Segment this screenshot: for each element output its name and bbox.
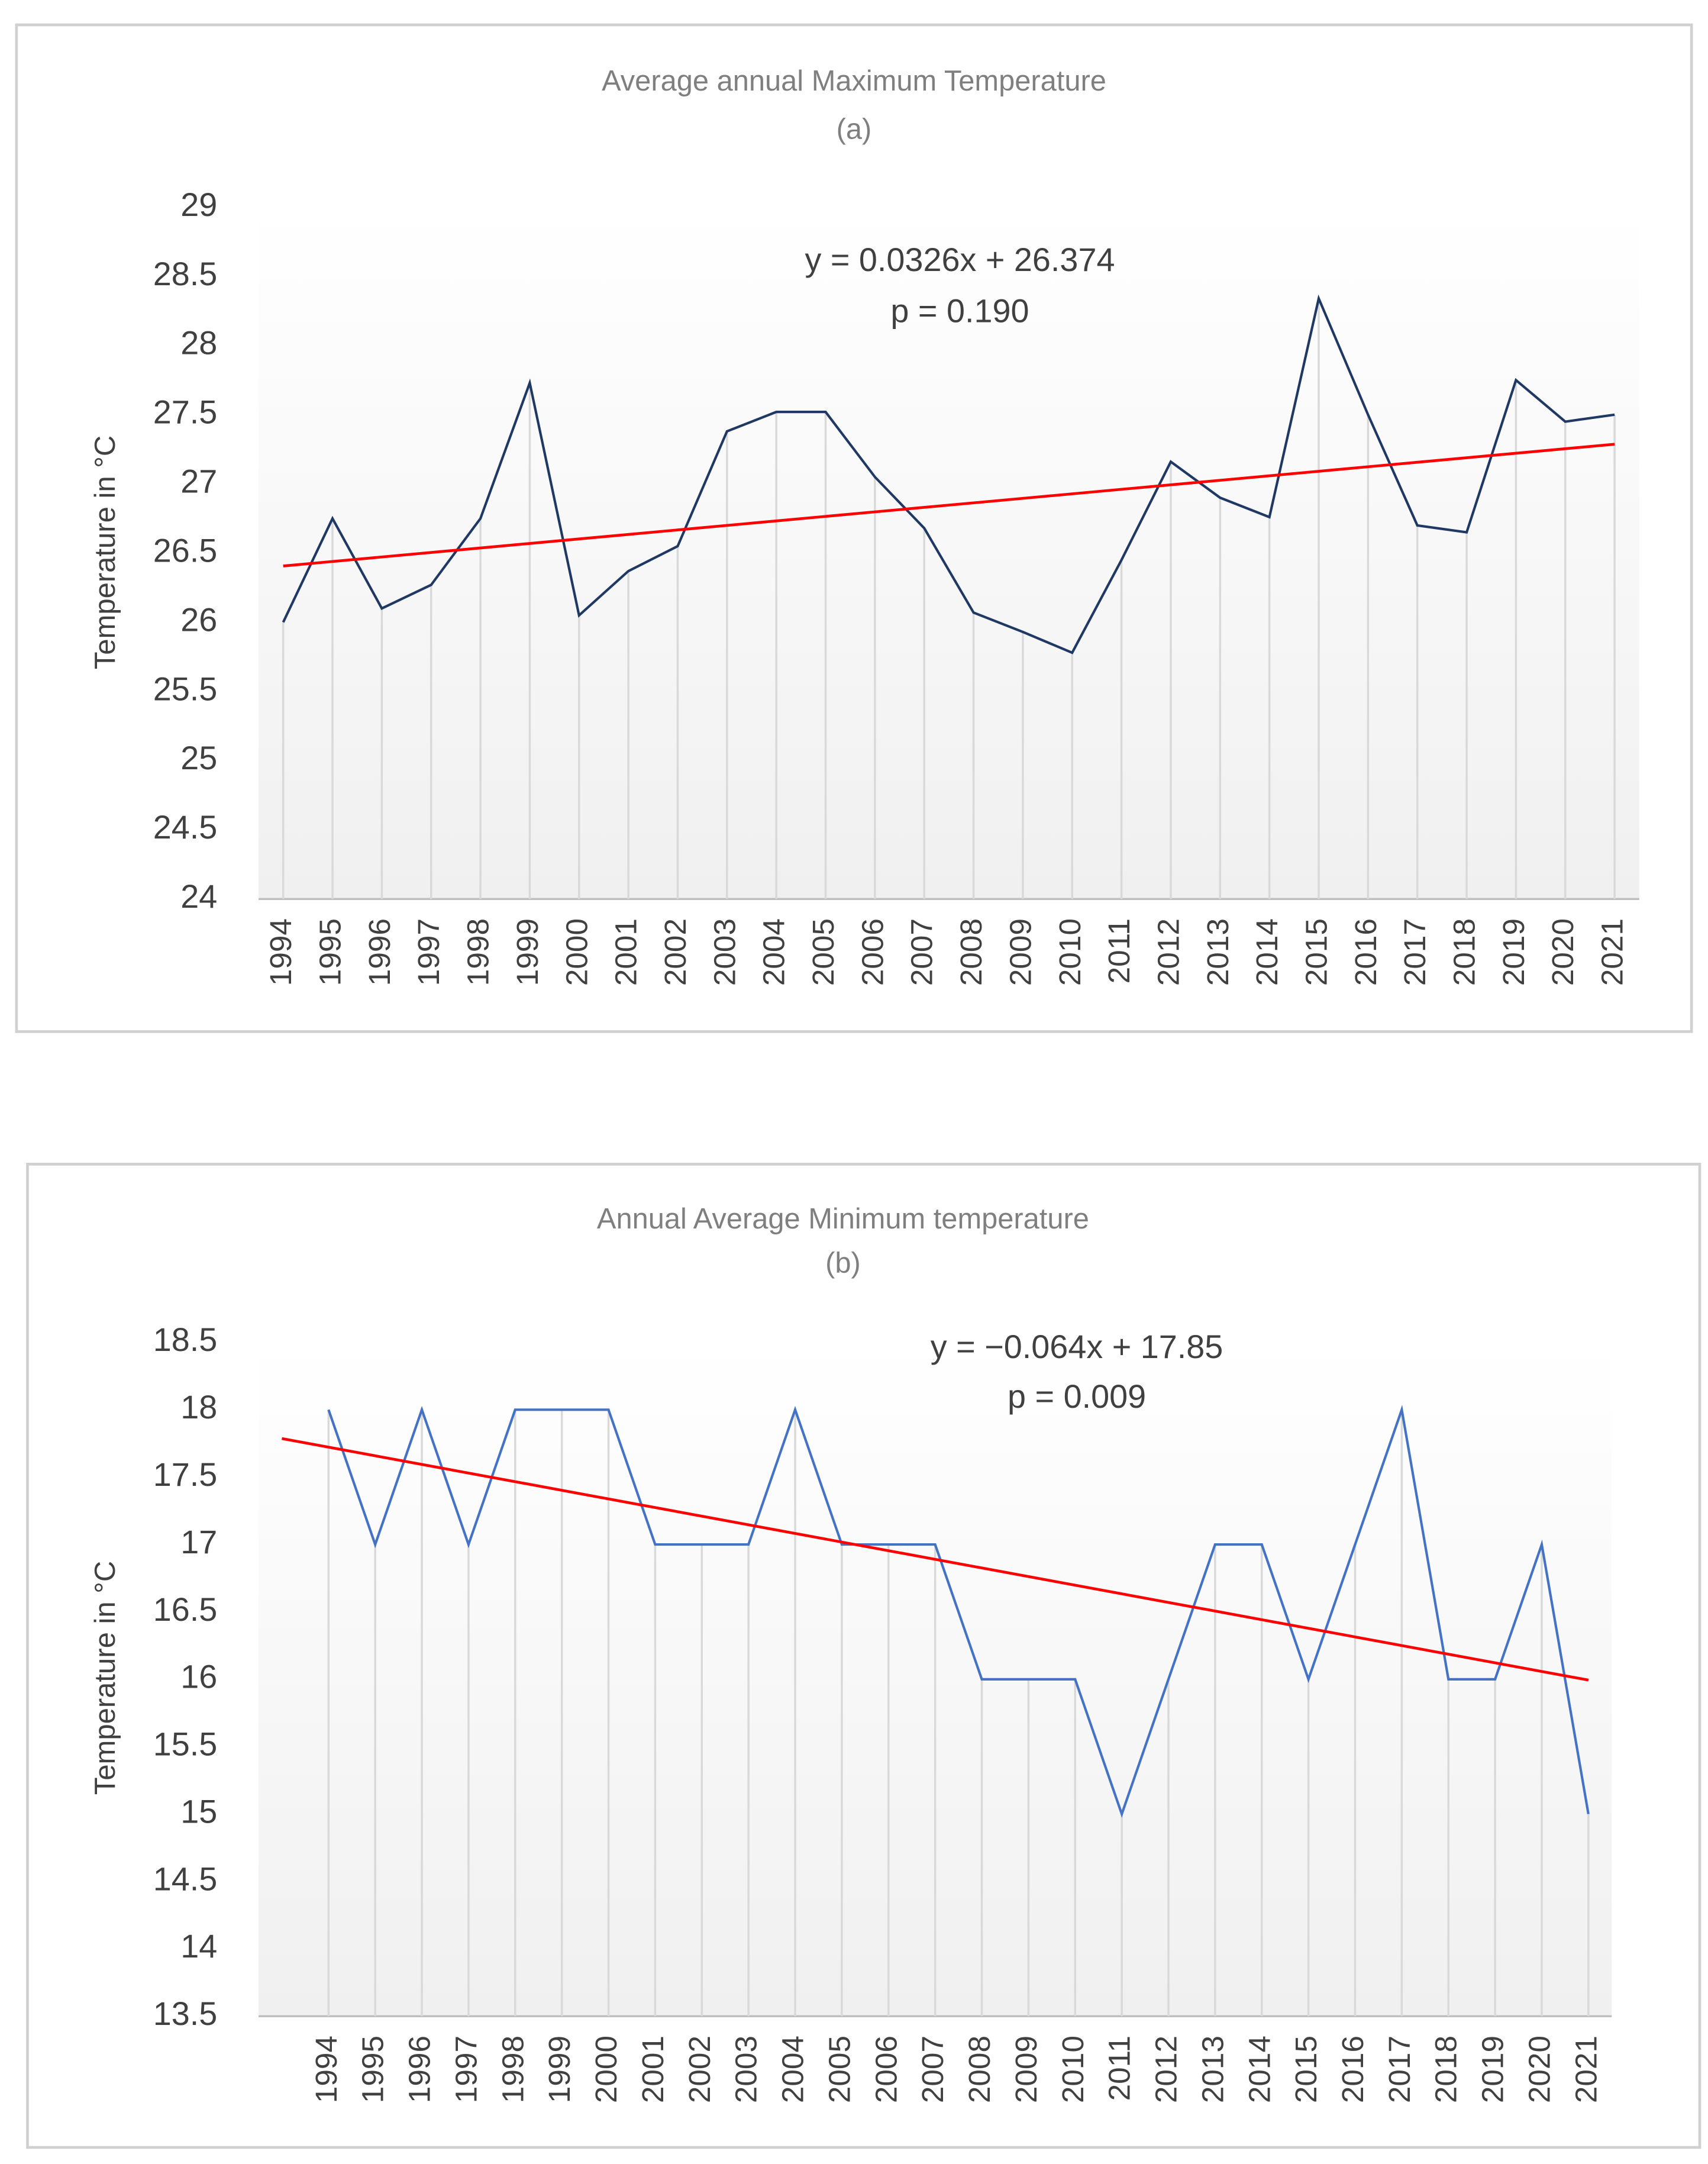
x-tick-label: 2016: [1336, 2036, 1370, 2103]
data-line: [282, 294, 1615, 654]
x-tick-label: 1998: [496, 2036, 529, 2103]
x-tick-label: 1994: [264, 918, 298, 986]
y-tick-label: 27.5: [153, 394, 218, 431]
y-tick-label: 18: [180, 1388, 217, 1426]
y-tick-label: 29: [180, 186, 217, 223]
chart-subtitle: (a): [837, 114, 872, 146]
x-tick-label: 2019: [1476, 2036, 1510, 2103]
y-tick-label: 27: [180, 462, 217, 499]
x-tick-label: 2011: [1103, 2036, 1136, 2101]
y-tick-label: 17.5: [153, 1456, 218, 1493]
x-tick-label: 2014: [1250, 918, 1284, 986]
x-tick-label: 2015: [1300, 918, 1334, 986]
x-tick-label: 2005: [822, 2036, 856, 2103]
trend-equation: y = −0.064x + 17.85: [931, 1328, 1223, 1365]
x-tick-label: 2009: [1009, 2036, 1043, 2103]
x-tick-label: 2010: [1056, 2036, 1090, 2103]
x-tick-label: 1997: [412, 918, 445, 986]
x-tick-label: 2008: [963, 2036, 996, 2103]
x-tick-label: 1999: [543, 2036, 576, 2103]
chart-title: Average annual Maximum Temperature: [602, 65, 1106, 97]
plot-area: [259, 207, 1639, 899]
y-tick-label: 26.5: [153, 531, 218, 569]
x-tick-label: 2001: [636, 2036, 670, 2103]
x-tick-label: 1995: [314, 918, 347, 986]
x-tick-label: 2003: [708, 918, 741, 986]
x-tick-label: 2002: [683, 2036, 716, 2103]
x-tick-label: 2004: [776, 2036, 810, 2103]
y-tick-label: 28.5: [153, 255, 218, 292]
x-tick-label: 2016: [1349, 918, 1383, 986]
p-value: p = 0.190: [890, 292, 1029, 329]
x-tick-label: 2007: [905, 918, 939, 986]
trend-line: [283, 443, 1615, 567]
y-tick-label: 24: [180, 878, 217, 915]
data-line: [327, 1404, 1590, 1818]
x-tick-label: 2013: [1196, 2036, 1229, 2103]
y-tick-label: 14.5: [153, 1860, 218, 1897]
x-tick-label: 2000: [589, 2036, 623, 2103]
x-tick-label: 2010: [1053, 918, 1087, 986]
x-tick-label: 2006: [869, 2036, 903, 2103]
x-tick-label: 2003: [729, 2036, 763, 2103]
y-tick-label: 15: [180, 1792, 217, 1830]
y-tick-label: 15.5: [153, 1725, 218, 1762]
x-tick-label: 2017: [1383, 2036, 1416, 2103]
x-tick-label: 2004: [757, 918, 791, 986]
y-tick-label: 16.5: [153, 1591, 218, 1628]
x-tick-label: 2012: [1152, 918, 1186, 986]
x-tick-label: 2021: [1596, 918, 1629, 986]
x-tick-label: 2006: [855, 918, 889, 986]
chart-subtitle: (b): [825, 1247, 861, 1279]
y-axis-label: Temperature in °C: [89, 1561, 121, 1795]
x-tick-label: 2018: [1429, 2036, 1463, 2103]
x-tick-label: 2017: [1398, 918, 1432, 986]
x-tick-label: 1996: [403, 2036, 437, 2103]
x-tick-label: 2020: [1523, 2036, 1557, 2103]
trend-equation: y = 0.0326x + 26.374: [805, 241, 1115, 278]
x-tick-label: 2005: [806, 918, 840, 986]
x-tick-label: 2013: [1201, 918, 1235, 986]
x-tick-label: 2012: [1150, 2036, 1183, 2103]
x-tick-label: 1995: [356, 2036, 390, 2103]
y-tick-label: 16: [180, 1658, 217, 1695]
x-tick-label: 2000: [560, 918, 593, 986]
x-tick-label: 2018: [1448, 918, 1481, 986]
x-tick-label: 2021: [1569, 2036, 1603, 2103]
y-tick-label: 24.5: [153, 808, 218, 846]
x-tick-label: 2009: [1004, 918, 1038, 986]
x-tick-label: 2002: [658, 918, 692, 986]
x-tick-label: 2020: [1546, 918, 1580, 986]
y-tick-label: 17: [180, 1523, 217, 1560]
y-tick-label: 25.5: [153, 670, 218, 707]
y-tick-label: 13.5: [153, 1995, 218, 2032]
y-tick-label: 14: [180, 1927, 217, 1965]
x-tick-label: 2007: [916, 2036, 950, 2103]
chart-title: Annual Average Minimum temperature: [597, 1203, 1089, 1235]
x-tick-label: 1997: [450, 2036, 483, 2103]
x-tick-label: 2014: [1242, 2036, 1276, 2103]
x-tick-label: 2008: [954, 918, 988, 986]
y-tick-label: 26: [180, 601, 217, 638]
x-tick-label: 1996: [363, 918, 396, 986]
x-tick-label: 2015: [1289, 2036, 1323, 2103]
x-tick-label: 2001: [609, 918, 643, 986]
y-axis-label: Temperature in °C: [89, 436, 121, 669]
x-tick-label: 1994: [309, 2036, 343, 2103]
x-tick-label: 1999: [511, 918, 544, 986]
p-value: p = 0.009: [1008, 1378, 1146, 1415]
y-tick-label: 28: [180, 324, 217, 362]
x-tick-label: 1998: [461, 918, 495, 986]
y-tick-label: 25: [180, 739, 217, 776]
x-tick-label: 2019: [1497, 918, 1531, 986]
y-tick-label: 18.5: [153, 1321, 218, 1358]
trend-line: [282, 1437, 1589, 1682]
x-tick-label: 2011: [1102, 918, 1136, 983]
